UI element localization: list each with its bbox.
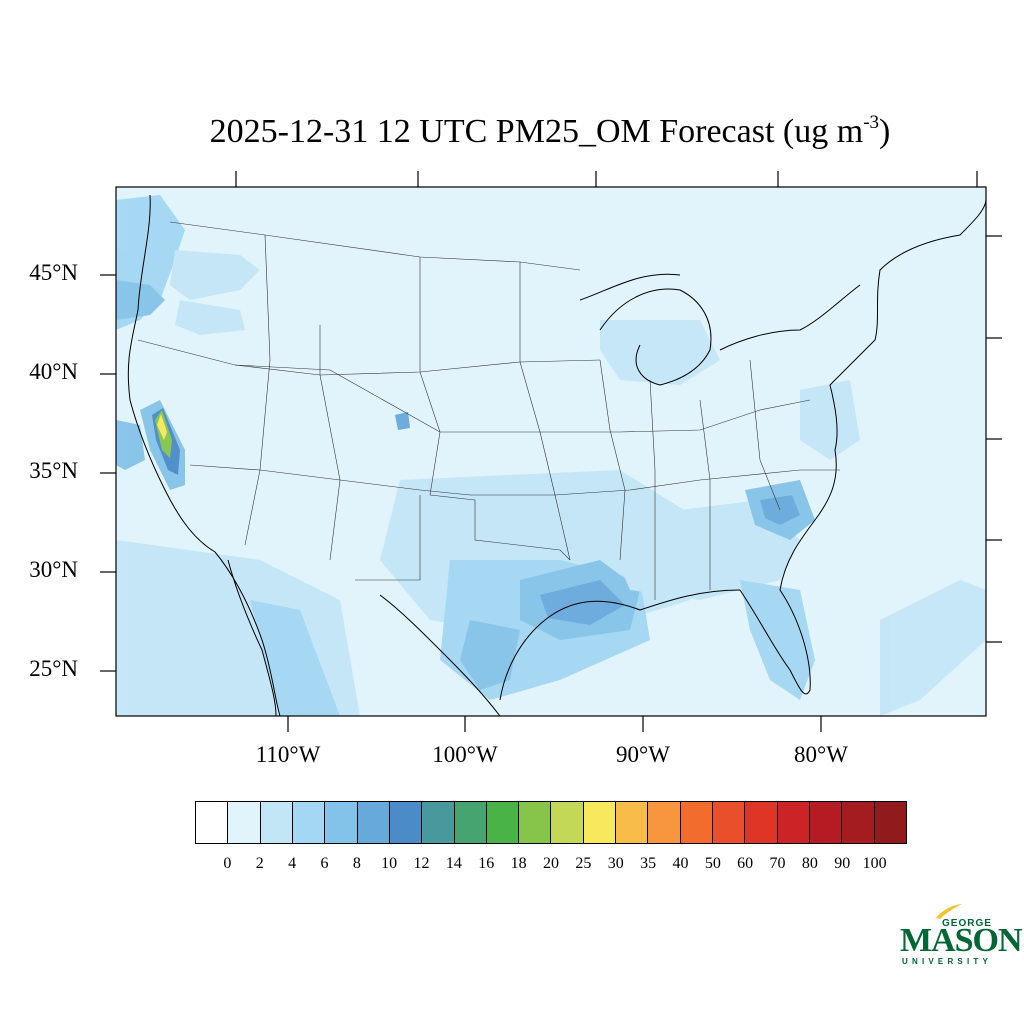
colorado-spot xyxy=(395,412,410,430)
colorbar-segment xyxy=(616,802,649,843)
logo-george: GEORGE xyxy=(942,918,992,929)
colorbar-tick-label: 80 xyxy=(801,855,818,872)
lat-label-45n: 45°N xyxy=(29,260,78,285)
idaho-plume xyxy=(170,250,260,300)
title-units: (ug m-3) xyxy=(782,112,891,150)
colorbar-segment xyxy=(325,802,358,843)
lat-label-30n: 30°N xyxy=(29,557,78,582)
colorbar-tick-label: 60 xyxy=(737,855,754,872)
colorbar-tick-label: 0 xyxy=(223,855,232,872)
lon-label-110w: 110°W xyxy=(255,742,321,767)
oregon-inland xyxy=(175,300,245,335)
title-product: PM25_OM Forecast xyxy=(495,113,775,150)
lat-label-35n: 35°N xyxy=(29,458,78,483)
lon-label-90w: 90°W xyxy=(616,742,670,767)
colorbar-tick-label: 14 xyxy=(445,855,462,872)
colorbar-segment xyxy=(583,802,617,843)
lon-label-100w: 100°W xyxy=(432,742,498,767)
colorbar-segment xyxy=(745,802,778,843)
george-mason-logo: GEORGE MASON UNIVERSITY xyxy=(898,900,1023,970)
colorbar-tick-label: 4 xyxy=(288,855,297,872)
colorbar-segment xyxy=(551,802,584,843)
colorbar-segment xyxy=(292,802,326,843)
colorbar-segment xyxy=(519,802,552,843)
colorbar-tick-label: 35 xyxy=(640,855,657,872)
map-frame xyxy=(115,186,987,717)
logo-swoosh-icon xyxy=(936,904,962,919)
state-borders xyxy=(137,221,840,600)
logo-mason: MASON xyxy=(900,922,1023,959)
colorbar-tick-label: 90 xyxy=(834,855,851,872)
colorbar-labels: 0 2 4 6 8 10 12 14 16 18 20 25 30 35 40 50 60 70 80 90 100 xyxy=(0,855,1024,877)
california-coast xyxy=(116,420,145,470)
colorbar-segment xyxy=(809,802,843,843)
colorbar-segment xyxy=(680,802,713,843)
southeast-band xyxy=(600,500,800,600)
lat-label-25n: 25°N xyxy=(29,656,78,681)
great-lakes xyxy=(600,320,720,385)
colorbar-tick-label: 25 xyxy=(575,855,592,872)
lon-label-80w: 80°W xyxy=(794,742,848,767)
colorbar-segment xyxy=(389,802,423,843)
title-hour: 12 UTC xyxy=(376,113,488,150)
colorbar-tick-label: 12 xyxy=(413,855,430,872)
map-title: 2025-12-31 12 UTC PM25_OM Forecast (ug m… xyxy=(100,112,1000,151)
colorbar-segment xyxy=(777,802,810,843)
colorbar-tick-label: 16 xyxy=(478,855,495,872)
lat-label-40n: 40°N xyxy=(29,359,78,384)
logo-university: UNIVERSITY xyxy=(902,957,993,966)
colorbar-segment xyxy=(228,802,261,843)
colorbar-tick-label: 8 xyxy=(352,855,361,872)
tick-marks xyxy=(100,171,1002,732)
oregon-coast-high xyxy=(116,280,165,320)
florida-plume xyxy=(740,580,815,700)
colorbar-tick-label: 50 xyxy=(704,855,721,872)
colorbar-tick-label: 10 xyxy=(381,855,398,872)
colorbar xyxy=(195,801,907,844)
colorbar-segment xyxy=(842,802,875,843)
colorbar-segment xyxy=(713,802,746,843)
mid-atlantic xyxy=(800,380,860,460)
coastlines xyxy=(127,194,986,716)
colorbar-segment xyxy=(357,802,390,843)
colorbar-segment xyxy=(454,802,487,843)
colorbar-tick-label: 18 xyxy=(510,855,527,872)
colorbar-segment xyxy=(486,802,520,843)
colorbar-segment xyxy=(196,802,229,843)
colorbar-segment xyxy=(648,802,681,843)
colorbar-tick-label: 2 xyxy=(255,855,264,872)
colorbar-tick-label: 40 xyxy=(672,855,689,872)
colorbar-tick-label: 30 xyxy=(607,855,624,872)
colorbar-tick-label: 6 xyxy=(320,855,329,872)
colorbar-tick-label: 70 xyxy=(769,855,786,872)
california-valley-yellow xyxy=(157,414,167,440)
sierra-madre xyxy=(250,600,340,716)
title-date: 2025-12-31 xyxy=(209,113,369,150)
concentration-shading xyxy=(116,195,986,716)
colorbar-tick-label: 20 xyxy=(543,855,559,872)
colorbar-tick-label: 100 xyxy=(862,855,887,872)
colorbar-segment xyxy=(260,802,293,843)
central-texas xyxy=(460,620,520,690)
colorbar-segment xyxy=(422,802,455,843)
caribbean-plume xyxy=(880,580,986,716)
colorbar-segment xyxy=(874,802,906,843)
